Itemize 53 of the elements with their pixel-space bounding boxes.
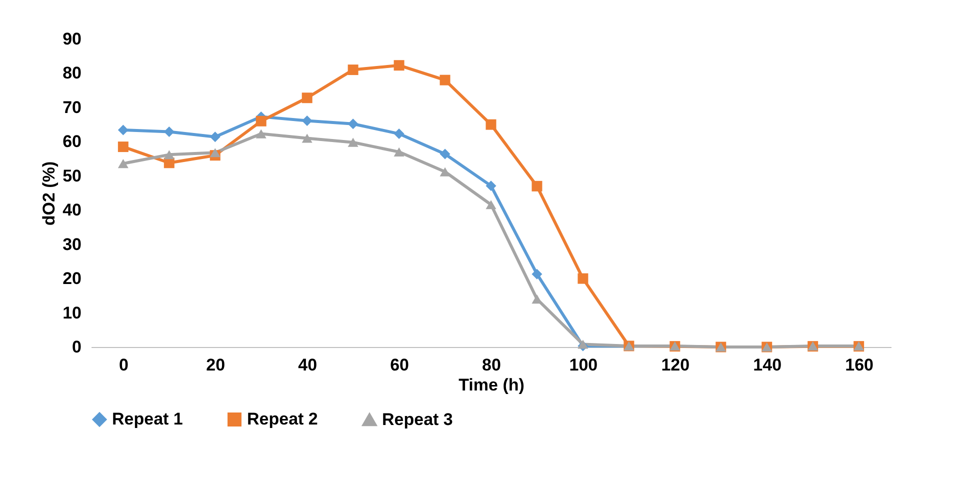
point [394,128,404,140]
y-tick-label: 70 [62,98,82,117]
point [118,124,128,136]
point [302,134,312,143]
point [486,200,496,210]
point [486,180,496,192]
point [302,92,312,104]
x-tick-label: 140 [753,356,782,374]
point [532,180,542,192]
point [348,118,358,130]
point [394,147,404,156]
y-tick-label: 0 [72,338,82,356]
legend-label: Repeat 2 [247,410,318,429]
point [394,60,404,71]
point [440,148,450,160]
y-axis-title: dO2 (%) [40,161,59,226]
point [440,74,450,86]
x-tick-label: 80 [482,356,501,374]
y-tick-label: 10 [62,303,82,322]
point [210,148,220,158]
legend-label: Repeat 1 [112,410,183,429]
y-tick-label: 50 [62,166,82,186]
point [210,132,220,142]
x-tick-label: 100 [569,356,598,374]
x-tick-label: 60 [390,356,410,374]
x-tick-label: 160 [845,356,874,374]
point [256,116,266,126]
y-tick-label: 20 [62,269,82,288]
x-axis-title: Time (h) [458,376,524,394]
point [256,129,266,138]
x-tick-label: 0 [118,356,128,374]
y-tick-label: 80 [62,64,82,83]
point [532,268,542,280]
point [578,340,588,349]
x-tick-label: 20 [206,356,226,374]
y-tick-label: 30 [62,234,82,254]
x-tick-label: 40 [298,356,318,374]
point [118,142,128,152]
point [164,126,174,137]
y-tick-label: 60 [62,132,82,152]
point [486,119,496,130]
point [440,167,450,176]
point [348,64,358,76]
legend-label: Repeat 3 [382,410,453,429]
point [118,159,128,168]
point [164,150,174,160]
x-tick-label: 120 [661,356,690,374]
point [302,116,312,126]
y-tick-label: 90 [62,30,82,48]
point [348,138,358,147]
point [578,273,588,284]
y-tick-label: 40 [62,200,82,220]
point [532,294,542,304]
